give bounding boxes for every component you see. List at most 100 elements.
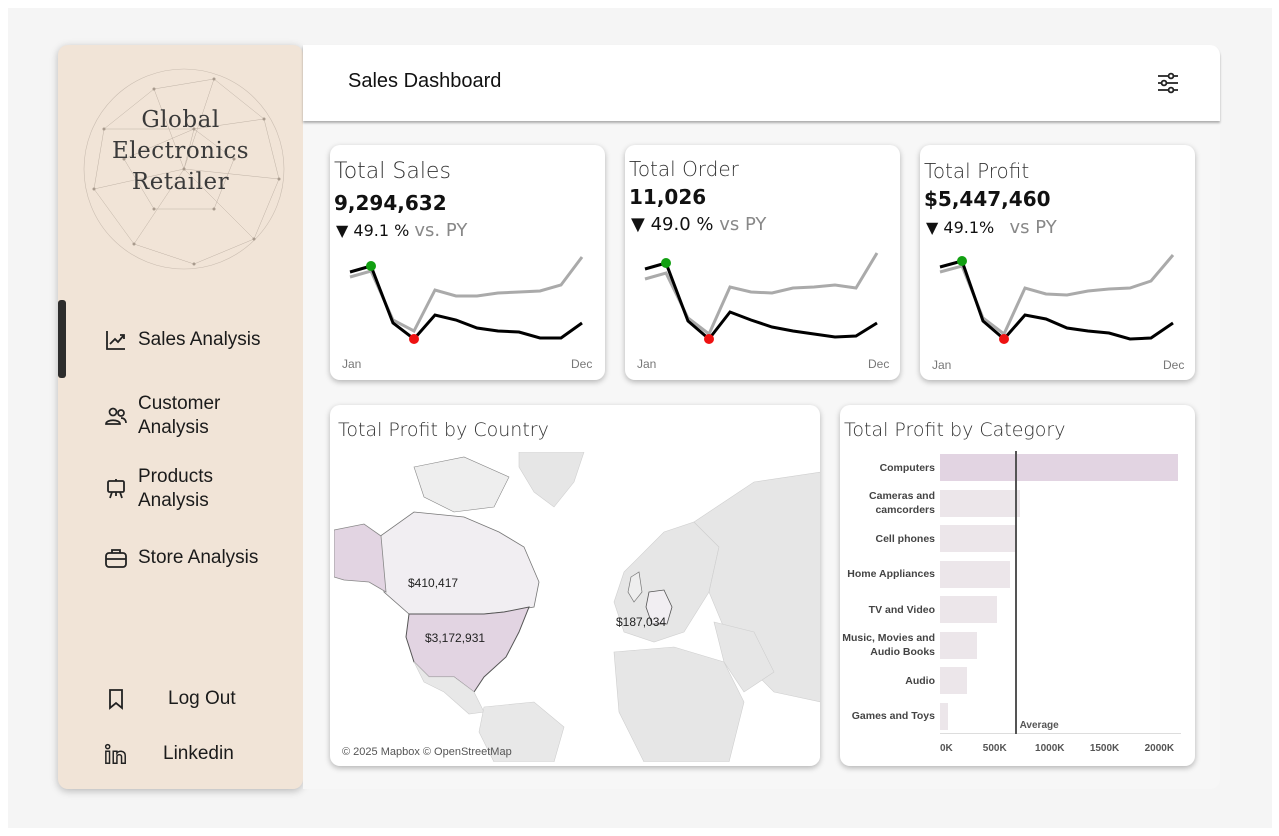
x-tick-label: 2000K [1144, 743, 1175, 754]
kpi-title: Total Sales [334, 159, 451, 184]
kpi-change: ▼ 49.1% vs PY [926, 217, 1057, 238]
trend-chart-icon [104, 328, 128, 352]
brand-line-2: Electronics [111, 138, 250, 164]
nav-products-analysis[interactable]: Products Analysis [104, 465, 213, 513]
sparkline-chart: Jan Dec [342, 256, 592, 371]
spark-axis-end: Dec [571, 357, 592, 371]
sparkline-chart: Jan Dec [637, 252, 889, 371]
category-bar[interactable] [940, 525, 1017, 552]
globe-network-icon [83, 68, 285, 270]
spark-axis-start: Jan [637, 357, 656, 371]
kpi-vs-label: vs PY [719, 214, 767, 235]
x-tick-label: 500K [982, 743, 1007, 754]
world-map[interactable]: $410,417 $3,172,931 $187,034 [334, 452, 820, 762]
category-bar[interactable] [940, 596, 997, 623]
category-chart-card: Total Profit by Category Computers Camera… [840, 405, 1195, 766]
max-marker [957, 256, 967, 266]
asia-shape [693, 471, 820, 703]
category-label: Cell phones [875, 532, 935, 545]
category-bar[interactable] [940, 667, 968, 694]
kpi-change-value: ▼ 49.1% [926, 218, 995, 237]
map-label-canada: $410,417 [408, 576, 459, 590]
kpi-vs-label: vs PY [1009, 217, 1057, 238]
kpi-value: 9,294,632 [334, 191, 447, 215]
chart-title: Total Profit by Category [844, 419, 1066, 441]
average-reference-line [1014, 451, 1018, 734]
users-icon [104, 404, 128, 428]
category-bar[interactable] [940, 454, 1178, 481]
x-tick-label: 1500K [1089, 743, 1120, 754]
europe-shape [613, 521, 720, 643]
category-bar[interactable] [940, 702, 948, 730]
sidebar: Global Electronics Retailer Sales Analys… [58, 45, 303, 789]
spark-axis-end: Dec [1163, 358, 1184, 372]
map-label-germany: $187,034 [616, 615, 667, 629]
category-label: Audio [905, 674, 935, 687]
brand-line-3: Retailer [131, 169, 230, 195]
kpi-change-value: ▼ 49.1 % [336, 221, 410, 240]
nav-store-analysis-label: Store Analysis [138, 547, 259, 568]
map-label-usa: $3,172,931 [425, 631, 486, 645]
nav-customer-analysis[interactable]: Customer Analysis [104, 392, 220, 440]
prior-year-line [349, 256, 584, 334]
uk-shape [627, 571, 643, 603]
max-marker [366, 261, 376, 271]
average-label: Average [1019, 720, 1059, 731]
germany-shape [645, 589, 673, 625]
logout-button[interactable]: Log Out [104, 687, 236, 711]
linkedin-link[interactable]: Linkedin [104, 742, 234, 766]
filter-button[interactable] [1155, 70, 1181, 96]
min-marker [409, 334, 419, 344]
current-year-line [939, 259, 1174, 342]
category-bar[interactable] [940, 560, 1011, 588]
greenland-shape [518, 452, 585, 508]
x-tick-label: 0K [940, 743, 953, 754]
briefcase-icon [104, 546, 128, 570]
min-marker [999, 334, 1009, 344]
category-bar[interactable] [940, 489, 1020, 517]
current-year-line [644, 261, 878, 342]
kpi-title: Total Profit [924, 159, 1030, 183]
sparkline-chart: Jan Dec [932, 254, 1184, 372]
nav-store-analysis[interactable]: Store Analysis [104, 546, 258, 570]
easel-icon [104, 477, 128, 501]
max-marker [661, 258, 671, 268]
linkedin-icon [104, 742, 128, 766]
category-bar[interactable] [940, 631, 978, 659]
map-card: Total Profit by Country [330, 405, 820, 766]
kpi-vs-label: vs. PY [414, 220, 468, 241]
kpi-card-total-profit: Total Profit $5,447,460 ▼ 49.1% vs PY Ja… [920, 145, 1195, 380]
kpi-card-total-sales: Total Sales 9,294,632 ▼ 49.1 % vs. PY Ja… [330, 145, 605, 380]
active-nav-indicator [58, 300, 66, 378]
nav-sales-analysis[interactable]: Sales Analysis [104, 328, 261, 352]
bookmark-icon [104, 687, 128, 711]
arctic-islands-shape [413, 456, 510, 513]
alaska-shape [334, 523, 387, 593]
middle-east-shape [713, 621, 775, 693]
min-marker [704, 334, 714, 344]
category-label: Games and Toys [851, 710, 935, 722]
spark-axis-start: Jan [342, 357, 361, 371]
logout-label: Log Out [168, 688, 236, 709]
category-label: Cameras and camcorders [869, 490, 935, 516]
sliders-icon [1158, 72, 1178, 94]
south-america-shape [478, 701, 565, 762]
category-label: Home Appliances [847, 568, 935, 580]
canada-shape [378, 511, 540, 615]
x-tick-label: 1000K [1035, 743, 1065, 754]
nav-customer-label-1: Customer [138, 393, 221, 414]
kpi-change: ▼ 49.0 % vs PY [631, 214, 766, 235]
x-axis-line [940, 733, 1181, 734]
brand-line-1: Global [141, 107, 220, 133]
kpi-change: ▼ 49.1 % vs. PY [336, 220, 467, 241]
map-attribution[interactable]: © 2025 Mapbox © OpenStreetMap [342, 746, 512, 758]
kpi-value: $5,447,460 [924, 187, 1051, 211]
map-shapes [334, 452, 820, 762]
kpi-card-total-order: Total Order 11,026 ▼ 49.0 % vs PY Jan De… [625, 145, 900, 380]
nav-products-label-1: Products [138, 466, 213, 487]
spark-axis-end: Dec [868, 357, 889, 371]
kpi-title: Total Order [629, 157, 739, 181]
africa-shape [613, 646, 745, 762]
category-label: Music, Movies and Audio Books [842, 632, 935, 658]
nav-sales-analysis-label: Sales Analysis [138, 329, 261, 350]
